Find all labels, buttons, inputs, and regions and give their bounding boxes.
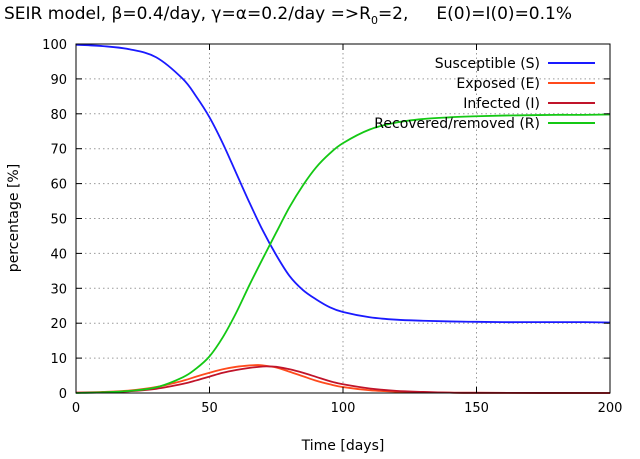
x-tick-label: 200	[598, 401, 623, 416]
series-lines	[75, 43, 611, 394]
legend: Susceptible (S) Exposed (E) Infected (I) Re…	[374, 56, 595, 132]
legend-label-infected-i: Infected (I)	[463, 96, 540, 112]
x-tick-label: 150	[464, 401, 489, 416]
title-main: SEIR model, β=0.4/day, γ=α=0.2/day =>R	[4, 4, 371, 24]
y-tick-label: 50	[50, 213, 67, 228]
y-axis-label: percentage [%]	[6, 164, 22, 272]
series-line-susceptible-s	[75, 43, 611, 324]
grid	[76, 44, 610, 393]
y-tick-label: 70	[50, 143, 67, 158]
series-line-recovered-removed-r	[75, 113, 611, 394]
x-tick-label: 0	[72, 401, 80, 416]
y-tick-label: 100	[42, 38, 67, 53]
legend-label-susceptible-s: Susceptible (S)	[435, 56, 540, 72]
y-tick-label: 80	[50, 108, 67, 123]
y-tick-label: 60	[50, 178, 67, 193]
x-tick-label: 50	[201, 401, 218, 416]
x-axis-label: Time [days]	[301, 438, 385, 454]
legend-label-exposed-e: Exposed (E)	[456, 76, 540, 92]
axis-ticks: 0 50 100 150 200 0 10 20 30 40 50 60 70 80 90 100	[42, 38, 622, 416]
title-initial: E(0)=I(0)=0.1%	[436, 4, 572, 24]
series-line-infected-i	[75, 365, 611, 394]
y-tick-label: 90	[50, 73, 67, 88]
title-tail: =2,	[378, 4, 408, 24]
y-tick-label: 30	[50, 282, 67, 297]
x-tick-label: 100	[331, 401, 356, 416]
y-tick-label: 40	[50, 247, 67, 262]
chart-title: SEIR model, β=0.4/day, γ=α=0.2/day =>R0=…	[4, 4, 572, 27]
y-tick-label: 20	[50, 317, 67, 332]
title-subscript: 0	[371, 14, 378, 27]
legend-label-recovered-removed-r: Recovered/removed (R)	[374, 116, 540, 132]
y-tick-label: 0	[59, 387, 67, 402]
y-tick-label: 10	[50, 352, 67, 367]
